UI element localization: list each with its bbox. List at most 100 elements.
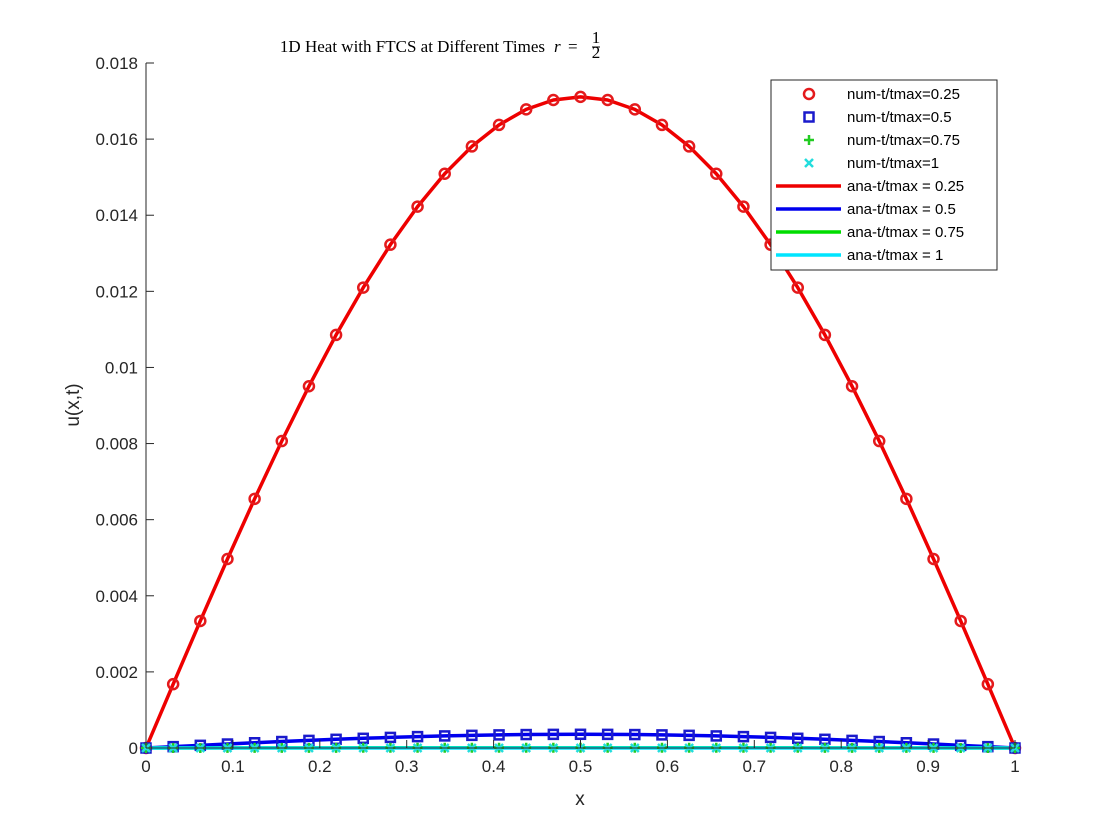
x-tick-label: 0.2 [308,757,332,776]
y-tick-label: 0.006 [95,511,138,530]
y-tick-label: 0.014 [95,206,138,225]
data-point [981,677,995,691]
y-tick-label: 0.004 [95,587,138,606]
chart-title: 1D Heat with FTCS at Different Times [280,37,545,56]
y-tick-label: 0.01 [105,358,138,377]
data-point [655,118,669,132]
data-point [194,614,207,628]
x-axis-label: x [575,789,585,810]
data-point [683,729,695,742]
legend-item: num-t/tmax=0.75 [804,132,960,149]
x-tick-label: 0.1 [221,757,245,776]
legend-item: ana-t/tmax = 0.5 [776,201,956,218]
data-point [629,728,641,741]
legend-label: ana-t/tmax = 0.75 [847,224,964,241]
x-tick-label: 0.4 [482,757,506,776]
data-point [656,729,668,741]
legend-swatch [803,111,815,123]
legend-label: num-t/tmax=0.25 [847,86,960,103]
ticks-layer: 0 0.1 0.2 0.3 0.4 0.5 0.6 0.7 0.8 0.9 1 0 0.002 0.004… [95,54,1019,776]
data-point [275,434,289,448]
data-point [166,677,180,691]
data-point [601,728,614,741]
series-line [145,732,1016,750]
data-point [927,552,940,566]
legend-item: ana-t/tmax = 1 [776,247,943,264]
data-point [493,729,505,741]
data-point [492,118,506,132]
y-tick-label: 0 [129,739,138,758]
data-point [466,729,478,742]
x-tick-label: 0.8 [829,757,853,776]
data-point [329,328,343,342]
data-point [628,103,642,116]
data-point [438,730,451,742]
data-point [710,730,723,742]
data-point [547,728,560,741]
y-tick-label: 0.018 [95,54,138,73]
legend-label: ana-t/tmax = 0.25 [847,178,964,195]
data-point [872,434,886,448]
legend-label: num-t/tmax=1 [847,155,939,172]
data-point [248,492,261,506]
legend-swatch [802,87,816,101]
x-tick-label: 0 [141,757,150,776]
data-point [574,728,587,741]
y-tick-label: 0.008 [95,435,138,454]
data-point [845,380,859,393]
data-point [764,731,777,744]
legend-label: num-t/tmax=0.5 [847,109,952,126]
data-point [384,731,397,744]
x-tick-label: 0.3 [395,757,419,776]
data-point [384,238,397,251]
title-math-frac-den: 2 [592,43,601,62]
data-point [791,281,804,294]
data-point [465,140,479,153]
data-point [710,167,723,181]
x-tick-label: 0.7 [742,757,766,776]
y-tick-label: 0.016 [95,130,138,149]
title-math-var: r [554,37,561,56]
x-tick-label: 1 [1010,757,1019,776]
series-4 [144,95,1017,749]
legend-item: num-t/tmax=0.5 [803,109,952,126]
data-point [900,492,913,506]
legend-label: num-t/tmax=0.75 [847,132,960,149]
legend-item: ana-t/tmax = 0.75 [776,224,964,241]
data-point [302,380,316,393]
legend-label: ana-t/tmax = 1 [847,247,943,264]
data-point [519,103,533,116]
data-point [438,167,451,181]
legend-item: num-t/tmax=0.25 [802,86,960,103]
legend-item: ana-t/tmax = 0.25 [776,178,964,195]
data-point [601,93,614,107]
legend-label: ana-t/tmax = 0.5 [847,201,956,218]
data-point [411,200,424,213]
y-axis-label: u(x,t) [63,383,84,426]
data-point [737,200,750,213]
x-tick-label: 0.6 [656,757,680,776]
legend-swatch [804,158,814,168]
data-point [520,728,532,741]
data-point [357,281,370,294]
data-point [818,328,832,342]
data-point [574,90,587,104]
legend-item: num-t/tmax=1 [804,155,939,172]
x-tick-label: 0.9 [916,757,940,776]
y-tick-label: 0.002 [95,663,138,682]
title-math-eq: = [568,37,578,56]
data-point [221,552,234,566]
y-tick-label: 0.012 [95,282,138,301]
title-math-frac-num: 1 [592,28,601,47]
x-tick-label: 0.5 [569,757,593,776]
data-point [954,614,967,628]
title-math: r = 1 2 [554,28,600,62]
data-point [737,730,750,743]
data-point [411,730,424,743]
series-line [144,95,1017,749]
legend-swatch [804,135,814,145]
data-point [682,140,696,153]
data-point [547,93,560,107]
legend: num-t/tmax=0.25 num-t/tmax=0.5 num-t/tmax=… [770,79,998,271]
